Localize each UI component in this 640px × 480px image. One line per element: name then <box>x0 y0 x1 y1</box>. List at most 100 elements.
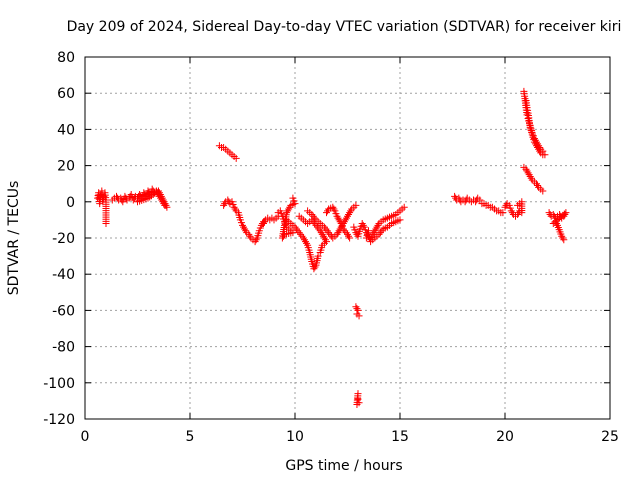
data-point <box>245 230 253 238</box>
data-point <box>246 232 254 240</box>
data-point <box>220 201 228 209</box>
data-point <box>161 200 169 208</box>
data-point <box>346 209 354 217</box>
data-point <box>354 306 362 314</box>
data-point <box>333 230 341 238</box>
data-point <box>239 221 246 229</box>
data-point <box>523 167 531 175</box>
data-point <box>241 225 249 233</box>
y-tick-label: 60 <box>57 86 75 102</box>
data-point <box>260 220 267 228</box>
data-point <box>163 203 171 211</box>
data-point <box>499 209 507 217</box>
data-point <box>316 248 324 256</box>
data-point <box>533 180 540 188</box>
data-point <box>251 238 259 246</box>
data-point <box>320 223 328 231</box>
data-point <box>300 236 308 244</box>
data-point <box>559 234 567 242</box>
x-tick-label: 15 <box>391 429 409 445</box>
data-point <box>329 203 337 211</box>
data-point <box>284 207 292 215</box>
data-point <box>302 238 309 246</box>
data-point <box>365 227 372 235</box>
data-point <box>319 232 327 240</box>
data-point <box>524 169 532 177</box>
data-point <box>323 227 331 235</box>
data-point <box>549 210 557 218</box>
data-point <box>345 232 353 240</box>
data-point <box>224 196 232 204</box>
data-point <box>231 205 239 213</box>
data-point <box>299 234 307 242</box>
data-point <box>527 174 535 182</box>
data-point <box>336 218 344 226</box>
y-tick-label: 80 <box>57 50 75 66</box>
data-point <box>309 212 317 220</box>
data-point <box>156 191 164 199</box>
data-point <box>541 151 549 159</box>
data-point <box>370 229 378 237</box>
data-point <box>522 165 530 173</box>
data-point <box>157 192 165 200</box>
data-point <box>358 220 366 228</box>
y-tick-label: 0 <box>66 195 75 211</box>
y-tick-label: -120 <box>43 412 75 428</box>
data-point <box>552 220 560 228</box>
data-point <box>352 303 360 311</box>
y-tick-label: -60 <box>52 303 75 319</box>
x-axis-label: GPS time / hours <box>285 458 402 474</box>
data-point <box>533 142 540 150</box>
data-point <box>315 225 323 233</box>
data-point <box>97 191 105 199</box>
data-point <box>514 201 522 209</box>
data-point <box>374 221 382 229</box>
chart-title: Day 209 of 2024, Sidereal Day-to-day VTE… <box>67 19 622 35</box>
data-point <box>344 212 351 220</box>
y-tick-label: -40 <box>52 267 75 283</box>
x-tick-label: 0 <box>81 429 90 445</box>
data-point <box>344 230 351 238</box>
data-point <box>311 263 319 271</box>
data-point <box>560 236 568 244</box>
data-point <box>162 201 170 209</box>
data-point <box>342 229 350 237</box>
data-point <box>242 227 250 235</box>
data-point <box>396 216 404 224</box>
data-point <box>339 225 347 233</box>
data-point <box>534 144 542 151</box>
data-point <box>310 265 318 273</box>
data-point <box>314 252 322 260</box>
data-point <box>376 229 384 237</box>
data-point <box>472 198 480 206</box>
data-point <box>261 218 269 226</box>
data-point <box>534 182 542 190</box>
data-point <box>335 216 343 224</box>
data-point <box>523 111 531 119</box>
data-point <box>291 223 299 231</box>
data-point <box>333 212 341 220</box>
y-tick-label: -100 <box>43 376 75 392</box>
data-point <box>501 203 509 211</box>
data-point <box>551 218 559 226</box>
data-point <box>352 201 360 209</box>
data-point <box>311 214 319 222</box>
y-tick-label: -20 <box>52 231 75 247</box>
data-point <box>326 230 334 238</box>
data-point <box>100 192 108 200</box>
data-point <box>539 187 547 195</box>
grid-lines <box>85 57 610 419</box>
data-point <box>160 198 168 206</box>
data-point <box>354 390 362 398</box>
data-point <box>371 227 379 235</box>
data-point <box>530 138 538 146</box>
data-point <box>322 225 330 233</box>
data-point <box>325 229 333 237</box>
data-point <box>102 220 110 228</box>
data-point <box>323 209 330 217</box>
data-point <box>158 194 166 202</box>
data-point <box>347 207 355 215</box>
data-point <box>285 205 293 213</box>
data-point <box>129 196 137 204</box>
x-tick-label: 10 <box>286 429 304 445</box>
